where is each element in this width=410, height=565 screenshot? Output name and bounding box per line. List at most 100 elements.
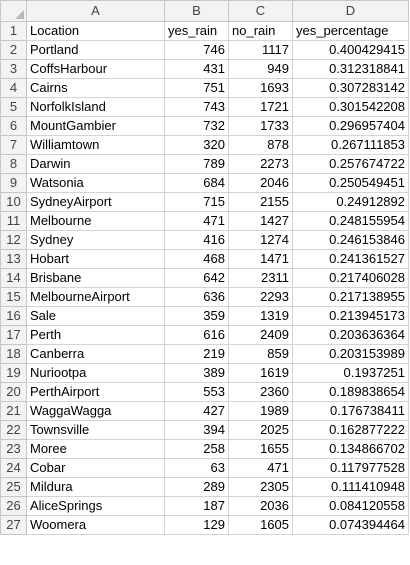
cell-location[interactable]: PerthAirport <box>26 382 165 402</box>
cell-yes-percentage[interactable]: 0.248155954 <box>292 211 409 231</box>
cell-yes-rain[interactable]: 732 <box>164 116 229 136</box>
cell-yes-rain[interactable]: 431 <box>164 59 229 79</box>
cell-yes-percentage[interactable]: 0.24912892 <box>292 192 409 212</box>
cell-yes-percentage[interactable]: 0.312318841 <box>292 59 409 79</box>
cell-no-rain[interactable]: 471 <box>228 458 293 478</box>
cell-location[interactable]: Moree <box>26 439 165 459</box>
cell-location[interactable]: Nuriootpa <box>26 363 165 383</box>
cell-location[interactable]: Woomera <box>26 515 165 535</box>
cell-yes-rain[interactable]: 394 <box>164 420 229 440</box>
cell-yes-percentage[interactable]: 0.217406028 <box>292 268 409 288</box>
cell-yes-percentage[interactable]: 0.267111853 <box>292 135 409 155</box>
cell-no-rain[interactable]: 1319 <box>228 306 293 326</box>
cell-yes-percentage[interactable]: 0.134866702 <box>292 439 409 459</box>
cell-location[interactable]: Watsonia <box>26 173 165 193</box>
cell-yes-rain[interactable]: 258 <box>164 439 229 459</box>
cell-yes-rain[interactable]: 616 <box>164 325 229 345</box>
row-header[interactable]: 8 <box>0 154 27 174</box>
row-header[interactable]: 6 <box>0 116 27 136</box>
cell-yes-rain[interactable]: 359 <box>164 306 229 326</box>
cell-yes-percentage[interactable]: 0.189838654 <box>292 382 409 402</box>
cell-yes-rain[interactable]: 416 <box>164 230 229 250</box>
cell-location[interactable]: Canberra <box>26 344 165 364</box>
cell-yes-percentage[interactable]: 0.241361527 <box>292 249 409 269</box>
row-header[interactable]: 26 <box>0 496 27 516</box>
cell-location[interactable]: Townsville <box>26 420 165 440</box>
row-header[interactable]: 27 <box>0 515 27 535</box>
cell-location[interactable]: MelbourneAirport <box>26 287 165 307</box>
cell-location[interactable]: Mildura <box>26 477 165 497</box>
cell-location[interactable]: CoffsHarbour <box>26 59 165 79</box>
cell-yes-rain[interactable]: 636 <box>164 287 229 307</box>
cell-no-rain[interactable]: 2025 <box>228 420 293 440</box>
cell-yes-percentage[interactable]: 0.307283142 <box>292 78 409 98</box>
cell-yes-percentage[interactable]: 0.111410948 <box>292 477 409 497</box>
cell-location[interactable]: WaggaWagga <box>26 401 165 421</box>
cell-no-rain[interactable]: 949 <box>228 59 293 79</box>
cell-yes-rain[interactable]: 320 <box>164 135 229 155</box>
cell-no-rain[interactable]: 2036 <box>228 496 293 516</box>
row-header[interactable]: 2 <box>0 40 27 60</box>
cell-yes-rain[interactable]: 751 <box>164 78 229 98</box>
column-header-d[interactable]: D <box>292 0 409 22</box>
row-header[interactable]: 18 <box>0 344 27 364</box>
cell-no-rain[interactable]: 878 <box>228 135 293 155</box>
row-header[interactable]: 25 <box>0 477 27 497</box>
cell-no-rain[interactable]: 2273 <box>228 154 293 174</box>
cell-location[interactable]: Cairns <box>26 78 165 98</box>
cell-yes-rain[interactable]: 129 <box>164 515 229 535</box>
cell-location[interactable]: MountGambier <box>26 116 165 136</box>
row-header[interactable]: 4 <box>0 78 27 98</box>
cell-yes-percentage[interactable]: 0.162877222 <box>292 420 409 440</box>
cell-no-rain[interactable]: 1619 <box>228 363 293 383</box>
row-header[interactable]: 3 <box>0 59 27 79</box>
row-header[interactable]: 15 <box>0 287 27 307</box>
cell-yes-percentage[interactable]: 0.176738411 <box>292 401 409 421</box>
cell-yes-percentage[interactable]: 0.217138955 <box>292 287 409 307</box>
cell-yes-rain[interactable]: 63 <box>164 458 229 478</box>
cell-location[interactable]: SydneyAirport <box>26 192 165 212</box>
cell-no-rain[interactable]: 1721 <box>228 97 293 117</box>
row-header[interactable]: 5 <box>0 97 27 117</box>
cell-yes-rain[interactable]: 642 <box>164 268 229 288</box>
cell-yes-percentage[interactable]: 0.257674722 <box>292 154 409 174</box>
cell-yes-percentage[interactable]: 0.117977528 <box>292 458 409 478</box>
cell-yes-rain[interactable]: 427 <box>164 401 229 421</box>
cell-no-rain[interactable]: 2293 <box>228 287 293 307</box>
cell-no-rain[interactable]: 1471 <box>228 249 293 269</box>
cell-location[interactable]: Hobart <box>26 249 165 269</box>
row-header[interactable]: 19 <box>0 363 27 383</box>
cell-location[interactable]: Perth <box>26 325 165 345</box>
row-header[interactable]: 13 <box>0 249 27 269</box>
cell-yes-percentage-header[interactable]: yes_percentage <box>292 21 409 41</box>
cell-yes-percentage[interactable]: 0.246153846 <box>292 230 409 250</box>
cell-yes-rain[interactable]: 715 <box>164 192 229 212</box>
cell-yes-percentage[interactable]: 0.203153989 <box>292 344 409 364</box>
cell-yes-rain[interactable]: 389 <box>164 363 229 383</box>
cell-yes-rain[interactable]: 746 <box>164 40 229 60</box>
cell-location[interactable]: Melbourne <box>26 211 165 231</box>
cell-location[interactable]: NorfolkIsland <box>26 97 165 117</box>
row-header[interactable]: 1 <box>0 21 27 41</box>
cell-yes-rain[interactable]: 789 <box>164 154 229 174</box>
cell-yes-rain[interactable]: 289 <box>164 477 229 497</box>
cell-yes-rain-header[interactable]: yes_rain <box>164 21 229 41</box>
cell-no-rain[interactable]: 1274 <box>228 230 293 250</box>
cell-yes-rain[interactable]: 471 <box>164 211 229 231</box>
cell-no-rain[interactable]: 2155 <box>228 192 293 212</box>
cell-yes-percentage[interactable]: 0.074394464 <box>292 515 409 535</box>
cell-no-rain[interactable]: 1427 <box>228 211 293 231</box>
cell-yes-percentage[interactable]: 0.1937251 <box>292 363 409 383</box>
cell-no-rain[interactable]: 2311 <box>228 268 293 288</box>
row-header[interactable]: 17 <box>0 325 27 345</box>
cell-no-rain[interactable]: 1655 <box>228 439 293 459</box>
cell-no-rain[interactable]: 1733 <box>228 116 293 136</box>
cell-location[interactable]: Sale <box>26 306 165 326</box>
cell-yes-percentage[interactable]: 0.203636364 <box>292 325 409 345</box>
row-header[interactable]: 21 <box>0 401 27 421</box>
row-header[interactable]: 12 <box>0 230 27 250</box>
cell-yes-percentage[interactable]: 0.213945173 <box>292 306 409 326</box>
cell-location[interactable]: Darwin <box>26 154 165 174</box>
cell-no-rain[interactable]: 2305 <box>228 477 293 497</box>
cell-yes-rain[interactable]: 468 <box>164 249 229 269</box>
